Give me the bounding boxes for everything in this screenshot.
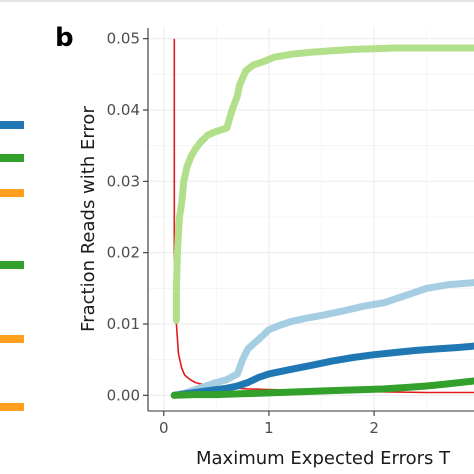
plot-background <box>148 28 474 411</box>
y-tick-label: 0.00 <box>107 386 140 404</box>
y-tick-label: 0.02 <box>107 244 140 262</box>
legend-key <box>0 154 24 162</box>
y-tick-label: 0.01 <box>107 315 140 333</box>
y-tick-label: 0.03 <box>107 172 140 190</box>
left-legend <box>0 121 24 411</box>
legend-key <box>0 261 24 269</box>
y-tick-label: 0.04 <box>107 101 140 119</box>
legend-key <box>0 403 24 411</box>
series-line-3 <box>170 279 474 399</box>
series-group <box>170 38 474 399</box>
legend-key <box>0 189 24 197</box>
grid <box>148 28 474 411</box>
x-axis-title: Maximum Expected Errors T <box>196 448 451 469</box>
x-tick-label: 0 <box>159 419 169 437</box>
legend-key <box>0 335 24 343</box>
y-ticks: 0.00 0.01 0.02 0.03 0.04 0.05 <box>107 30 148 404</box>
series-line-5 <box>170 377 474 399</box>
legend-key <box>0 121 24 129</box>
axes: 0.00 0.01 0.02 0.03 0.04 0.05 0 1 2 <box>107 28 474 437</box>
y-axis-title: Fraction Reads with Error <box>78 106 99 332</box>
x-tick-label: 1 <box>264 419 274 437</box>
panel-label: b <box>55 23 74 53</box>
plot-area <box>148 28 474 411</box>
x-ticks: 0 1 2 <box>159 411 379 437</box>
series-line-2 <box>172 44 474 324</box>
y-tick-label: 0.05 <box>107 30 140 48</box>
x-tick-label: 2 <box>369 419 379 437</box>
series-line-4 <box>170 342 474 399</box>
